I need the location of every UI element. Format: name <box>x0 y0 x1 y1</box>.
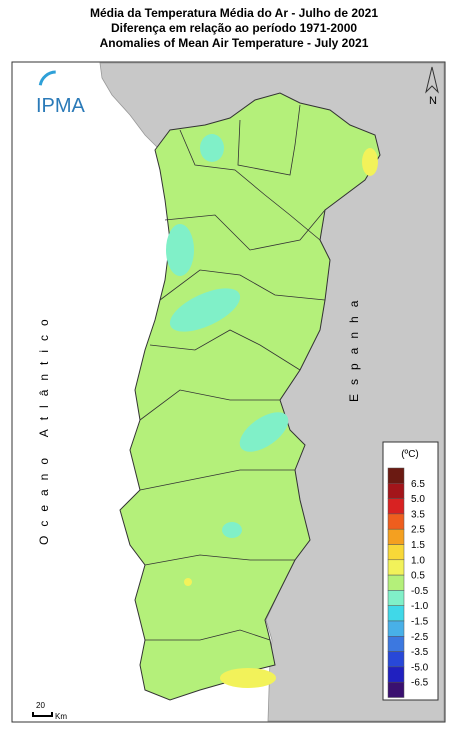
legend-label: -1.5 <box>411 617 429 628</box>
legend-label: 2.5 <box>411 525 425 536</box>
legend-swatch <box>387 544 405 561</box>
scale-value: 20 <box>36 701 45 710</box>
legend: 6.5 5.0 3.5 2.5 1.5 1.0 0.5 -0.5 -1.0 -1.5 -2.5 -3.… <box>387 467 429 698</box>
title-line: Média da Temperatura Média do Ar - Julho… <box>90 6 378 20</box>
country-label: Espanha <box>347 292 361 402</box>
legend-label: -3.5 <box>411 647 429 658</box>
legend-swatch <box>387 666 405 683</box>
legend-swatch <box>387 620 405 637</box>
legend-label: -0.5 <box>411 586 429 597</box>
cool-anomaly <box>166 134 289 538</box>
legend-swatch <box>387 590 405 606</box>
district-borders <box>139 104 326 641</box>
legend-swatch <box>387 605 405 622</box>
legend-label: 5.0 <box>411 494 425 505</box>
legend-label: 1.0 <box>411 555 425 566</box>
north-label: N <box>429 95 437 107</box>
legend-swatch <box>387 483 405 499</box>
legend-title: (ºC) <box>401 449 419 460</box>
legend-swatch <box>387 651 405 668</box>
warm-anomaly <box>184 148 378 688</box>
legend-swatch <box>387 498 405 515</box>
legend-swatch <box>387 513 405 530</box>
title-line: Anomalies of Mean Air Temperature - July… <box>100 36 369 50</box>
legend-label: 3.5 <box>411 509 425 520</box>
scale-unit: Km <box>55 712 67 721</box>
legend-swatch <box>387 681 405 698</box>
ocean-label: Oceano Atlântico <box>37 310 51 545</box>
legend-label: 1.5 <box>411 540 425 551</box>
legend-label: -1.0 <box>411 601 429 612</box>
north-arrow <box>425 66 439 94</box>
legend-label: -5.0 <box>411 662 429 673</box>
legend-swatch <box>387 636 405 652</box>
legend-label: -6.5 <box>411 678 429 689</box>
legend-label: -2.5 <box>411 632 429 643</box>
scale-bar <box>32 712 53 717</box>
legend-swatch <box>387 574 405 591</box>
legend-label: 6.5 <box>411 479 425 490</box>
logo-arc <box>38 70 74 106</box>
legend-swatch <box>387 559 405 576</box>
logo-text: IPMA <box>36 95 86 117</box>
legend-label: 0.5 <box>411 571 425 582</box>
title-line: Diferença em relação ao período 1971-200… <box>111 21 357 35</box>
legend-swatch <box>387 528 405 545</box>
legend-swatch <box>387 467 405 484</box>
